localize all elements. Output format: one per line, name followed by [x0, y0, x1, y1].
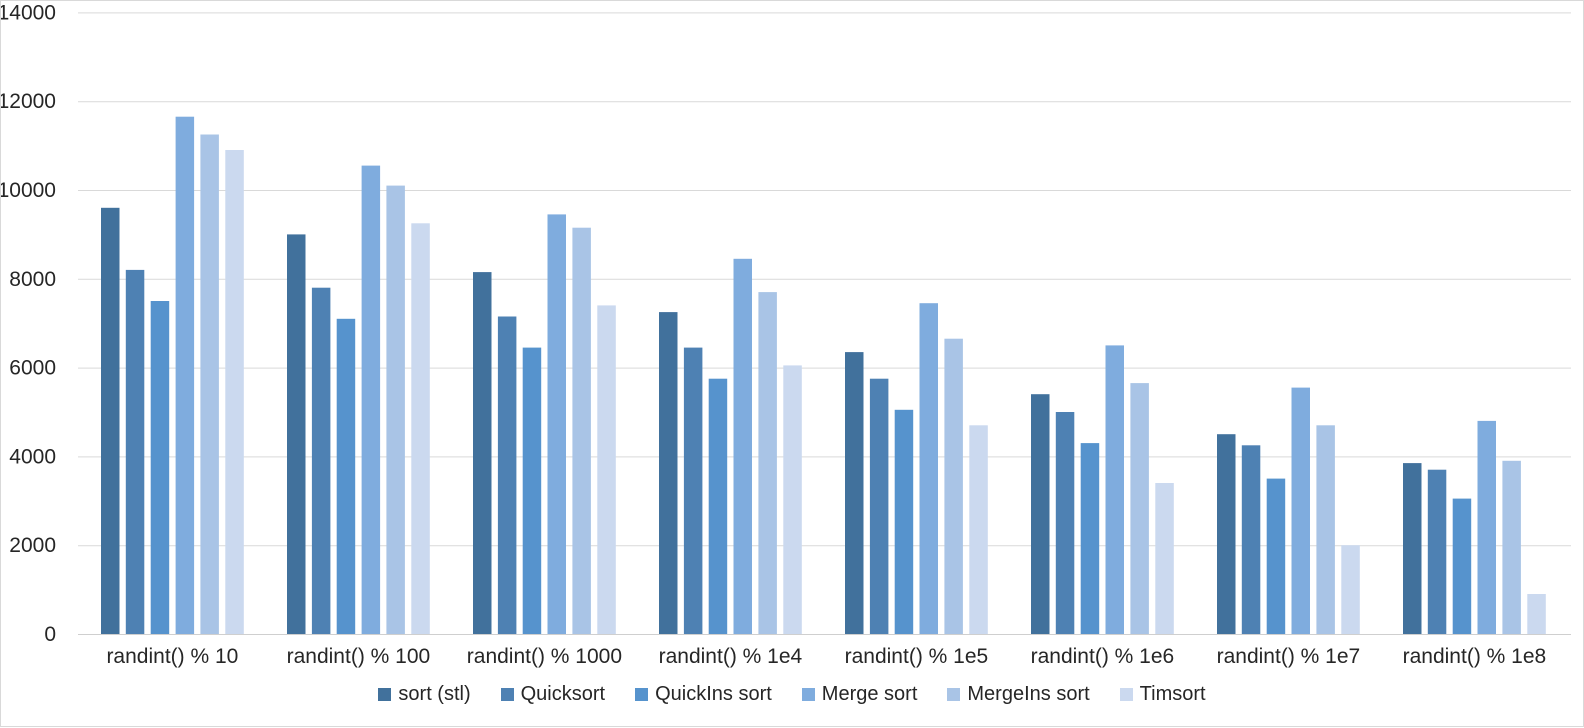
category-label: randint() % 10	[106, 645, 238, 668]
bar	[894, 409, 914, 634]
y-axis-tick-label: 6000	[9, 357, 56, 380]
category-label: randint() % 1000	[467, 645, 622, 668]
bar	[708, 378, 728, 634]
bar	[1055, 412, 1075, 634]
bar	[1427, 469, 1447, 634]
bar	[311, 287, 331, 634]
bar	[101, 207, 120, 635]
y-axis-tick-label: 4000	[9, 445, 56, 468]
y-axis-tick-label: 8000	[9, 268, 56, 291]
y-axis-tick-label: 14000	[1, 1, 56, 24]
bar	[473, 272, 492, 634]
bar	[411, 223, 430, 635]
legend-item: Merge sort	[801, 683, 918, 706]
legend-swatch-icon	[801, 688, 815, 701]
bar	[175, 116, 195, 634]
legend-item: MergeIns sort	[947, 683, 1090, 706]
bar	[287, 234, 306, 634]
legend-label: Merge sort	[821, 683, 918, 705]
legend-label: QuickIns sort	[655, 683, 772, 705]
y-axis-tick-label: 2000	[9, 534, 56, 557]
bar	[1403, 463, 1422, 634]
y-axis-tick-label: 0	[44, 623, 56, 646]
bar	[1130, 383, 1149, 634]
bar	[1266, 478, 1286, 634]
bar	[597, 305, 616, 634]
bar	[547, 214, 566, 634]
category-label: randint() % 1e6	[1031, 645, 1175, 668]
category-label: randint() % 1e4	[659, 645, 803, 668]
bar	[1241, 445, 1261, 634]
category-label: randint() % 1e7	[1217, 645, 1361, 668]
category-label: randint() % 100	[287, 645, 431, 668]
bar	[969, 425, 988, 634]
legend-swatch-icon	[635, 688, 649, 701]
bar	[869, 378, 889, 634]
category-label: randint() % 1e8	[1403, 645, 1547, 668]
legend-swatch-icon	[378, 688, 392, 701]
bar	[497, 316, 517, 634]
legend-swatch-icon	[947, 688, 961, 701]
y-axis-tick-label: 10000	[1, 179, 56, 202]
legend-label: Timsort	[1139, 683, 1206, 705]
bar	[733, 258, 752, 634]
bar	[919, 303, 938, 634]
bar	[1452, 498, 1472, 634]
bar	[1502, 460, 1521, 634]
bar	[386, 185, 405, 634]
bar	[1477, 420, 1496, 634]
bar	[361, 165, 381, 634]
bar	[1217, 434, 1236, 634]
bar	[125, 269, 145, 634]
bar	[845, 352, 864, 634]
bar	[150, 301, 170, 634]
legend-item: QuickIns sort	[635, 683, 772, 706]
bar	[1080, 443, 1100, 634]
bar	[1155, 483, 1174, 634]
bar	[1291, 387, 1310, 634]
legend-label: Quicksort	[520, 683, 606, 705]
bar	[1527, 594, 1546, 634]
bar	[1031, 394, 1050, 634]
bar	[783, 365, 802, 634]
legend-swatch-icon	[1119, 688, 1133, 701]
legend-swatch-icon	[500, 688, 514, 701]
bar	[200, 134, 219, 634]
legend: sort (stl) Quicksort QuickIns sort Merge so…	[1, 683, 1583, 706]
bar	[1316, 425, 1335, 634]
bar	[758, 292, 777, 634]
category-label: randint() % 1e5	[845, 645, 989, 668]
legend-item: Timsort	[1119, 683, 1206, 706]
legend-item: Quicksort	[500, 683, 606, 706]
bar	[659, 312, 678, 634]
bar	[225, 150, 244, 634]
y-axis-tick-label: 12000	[1, 90, 56, 113]
legend-label: MergeIns sort	[967, 683, 1090, 705]
bar	[683, 347, 703, 634]
bar	[522, 347, 542, 634]
bar	[944, 338, 963, 634]
bar	[336, 318, 356, 634]
bar	[1105, 345, 1124, 634]
legend-label: sort (stl)	[398, 683, 471, 705]
bar	[1341, 545, 1360, 634]
legend-item: sort (stl)	[378, 683, 471, 706]
bar	[572, 227, 591, 634]
